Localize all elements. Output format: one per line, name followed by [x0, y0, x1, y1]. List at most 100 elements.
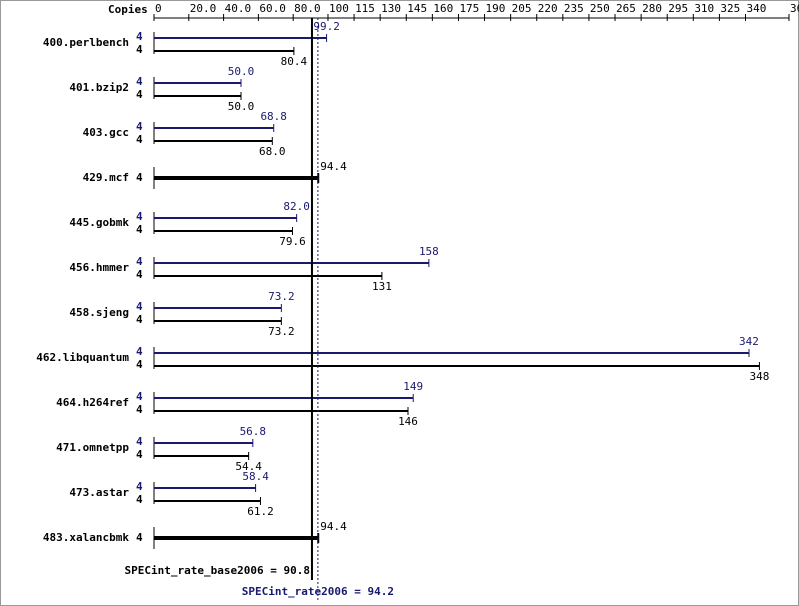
value-label: 50.0 — [228, 100, 255, 113]
bar — [154, 307, 282, 309]
copies: 4 — [136, 268, 143, 281]
bar — [154, 487, 256, 489]
value-label: 149 — [403, 380, 423, 393]
value-label: 82.0 — [283, 200, 310, 213]
bar — [154, 95, 241, 97]
value-label: 131 — [372, 280, 392, 293]
benchmark-name: 483.xalancbmk — [43, 531, 129, 544]
copies: 4 — [136, 255, 143, 268]
copies: 4 — [136, 210, 143, 223]
bar — [154, 352, 749, 354]
bar — [154, 500, 261, 502]
value-label: 61.2 — [247, 505, 274, 518]
bar — [154, 275, 382, 277]
value-label: 54.4 — [235, 460, 262, 473]
value-label: 73.2 — [268, 290, 295, 303]
bar — [154, 176, 319, 180]
copies-header: Copies — [108, 3, 148, 16]
value-label: 58.4 — [242, 470, 269, 483]
x-tick-label: 130 — [381, 2, 401, 15]
value-label: 348 — [749, 370, 769, 383]
copies: 4 — [136, 313, 143, 326]
benchmark-name: 456.hmmer — [69, 261, 129, 274]
benchmark-name: 464.h264ref — [56, 396, 129, 409]
copies: 4 — [136, 345, 143, 358]
bar — [154, 50, 294, 52]
x-tick-label: 160 — [433, 2, 453, 15]
value-label: 94.4 — [320, 520, 347, 533]
value-label: 80.4 — [281, 55, 308, 68]
copies: 4 — [136, 88, 143, 101]
copies: 4 — [136, 390, 143, 403]
bar — [154, 127, 274, 129]
bar — [154, 262, 429, 264]
x-tick-label: 325 — [720, 2, 740, 15]
benchmark-name: 473.astar — [69, 486, 129, 499]
x-tick-label: 0 — [155, 2, 162, 15]
value-label: 68.0 — [259, 145, 286, 158]
x-tick-label: 100 — [329, 2, 349, 15]
copies: 4 — [136, 493, 143, 506]
x-tick-label: 175 — [459, 2, 479, 15]
x-tick-label: 40.0 — [225, 2, 252, 15]
benchmark-name: 458.sjeng — [69, 306, 129, 319]
x-tick-label: 340 — [747, 2, 767, 15]
x-tick-label: 365 — [790, 2, 799, 15]
copies: 4 — [136, 403, 143, 416]
x-tick-label: 280 — [642, 2, 662, 15]
value-label: 158 — [419, 245, 439, 258]
bar — [154, 442, 253, 444]
benchmark-name: 403.gcc — [83, 126, 129, 139]
benchmark-name: 429.mcf — [83, 171, 129, 184]
bar — [154, 217, 297, 219]
value-label: 73.2 — [268, 325, 295, 338]
value-label: 99.2 — [313, 20, 340, 33]
copies: 4 — [136, 358, 143, 371]
bar — [154, 397, 414, 399]
base-metric-label: SPECint_rate_base2006 = 90.8 — [125, 564, 310, 577]
benchmark-name: 462.libquantum — [36, 351, 129, 364]
bar — [154, 536, 319, 540]
bar — [154, 82, 241, 84]
copies: 4 — [136, 300, 143, 313]
x-tick-label: 80.0 — [294, 2, 321, 15]
x-tick-label: 265 — [616, 2, 636, 15]
x-tick-label: 235 — [564, 2, 584, 15]
bar — [154, 455, 249, 457]
x-tick-label: 250 — [590, 2, 610, 15]
value-label: 79.6 — [279, 235, 306, 248]
x-tick-label: 145 — [407, 2, 427, 15]
benchmark-name: 401.bzip2 — [69, 81, 129, 94]
copies: 4 — [136, 120, 143, 133]
x-tick-label: 60.0 — [259, 2, 286, 15]
copies: 4 — [136, 435, 143, 448]
value-label: 146 — [398, 415, 418, 428]
bar — [154, 320, 282, 322]
value-label: 342 — [739, 335, 759, 348]
x-tick-label: 205 — [512, 2, 532, 15]
copies: 4 — [136, 43, 143, 56]
x-tick-label: 295 — [668, 2, 688, 15]
x-tick-label: 310 — [694, 2, 714, 15]
x-tick-label: 115 — [355, 2, 375, 15]
value-label: 94.4 — [320, 160, 347, 173]
benchmark-name: 471.omnetpp — [56, 441, 129, 454]
x-tick-label: 190 — [486, 2, 506, 15]
copies: 4 — [136, 480, 143, 493]
peak-metric-label: SPECint_rate2006 = 94.2 — [242, 585, 394, 598]
value-label: 68.8 — [260, 110, 287, 123]
bar — [154, 410, 408, 412]
bar — [154, 37, 327, 39]
bar — [154, 140, 273, 142]
benchmark-name: 400.perlbench — [43, 36, 129, 49]
value-label: 50.0 — [228, 65, 255, 78]
bar — [154, 230, 293, 232]
copies: 4 — [136, 133, 143, 146]
copies: 4 — [136, 223, 143, 236]
copies: 4 — [136, 30, 143, 43]
copies: 4 — [136, 448, 143, 461]
copies: 4 — [136, 531, 143, 544]
copies: 4 — [136, 75, 143, 88]
